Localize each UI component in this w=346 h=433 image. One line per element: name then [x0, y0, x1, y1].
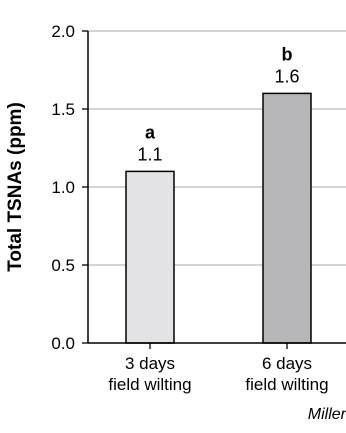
significance-letter: a — [145, 122, 156, 142]
x-tick-label: 6 days — [262, 354, 312, 373]
bar — [125, 170, 175, 344]
y-tick-label: 1.5 — [51, 100, 75, 119]
bar-annotations: 1.1a 1.6b — [137, 44, 299, 164]
data-label: 1.1 — [137, 144, 162, 164]
y-tick-labels: 0.0 0.5 1.0 1.5 2.0 — [51, 22, 75, 353]
x-tick-labels: 3 days field wilting 6 days field wilting — [108, 354, 328, 394]
significance-letter: b — [282, 44, 293, 64]
y-tick-label: 1.0 — [51, 178, 75, 197]
y-tick-label: 0.0 — [51, 334, 75, 353]
data-label: 1.6 — [274, 66, 299, 86]
axes — [82, 30, 346, 349]
y-axis-label: Total TSNAs (ppm) — [5, 102, 26, 272]
x-tick-label: field wilting — [245, 375, 328, 394]
x-tick-label: field wilting — [108, 375, 191, 394]
x-tick-label: 3 days — [125, 354, 175, 373]
y-tick-label: 0.5 — [51, 256, 75, 275]
source-credit: Miller — [307, 406, 346, 423]
bar — [262, 92, 312, 344]
y-tick-label: 2.0 — [51, 22, 75, 41]
